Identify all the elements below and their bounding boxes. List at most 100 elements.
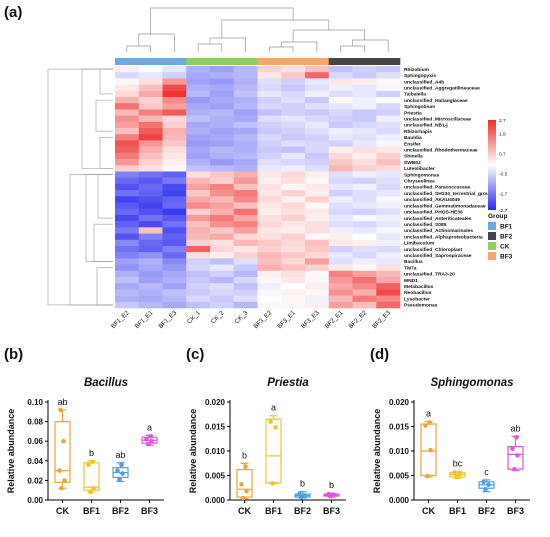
heatmap-cell: [305, 183, 330, 191]
heatmap-cell: [328, 208, 353, 216]
heatmap-cell: [305, 196, 330, 203]
heatmap-cell: [305, 134, 330, 141]
heatmap-cell: [376, 214, 401, 222]
significance-letter: a: [271, 403, 276, 413]
significance-letter: b: [89, 448, 94, 458]
x-tick-label: BF3: [507, 506, 524, 516]
heatmap-cell: [328, 72, 353, 79]
heatmap-cell: [305, 128, 330, 135]
heatmap-cell: [281, 233, 306, 241]
heatmap-cell: [210, 196, 235, 203]
heatmap-cell: [257, 202, 282, 210]
y-tick-label: 0.000: [205, 496, 226, 505]
heatmap-cell: [328, 66, 353, 73]
heatmap-cell: [233, 121, 258, 129]
heatmap-column-label: CK_3: [234, 309, 250, 325]
heatmap-cell: [281, 221, 306, 228]
heatmap-cell: [352, 121, 377, 129]
heatmap-cell: [328, 140, 353, 147]
y-tick-label: 0.00: [27, 496, 43, 505]
heatmap-cell: [328, 84, 353, 92]
heatmap-row-label: Taibaiella: [404, 92, 426, 98]
heatmap-cell: [305, 289, 330, 296]
heatmap-cell: [352, 227, 377, 234]
heatmap-cell: [376, 295, 401, 303]
chart-title: Bacillus: [84, 377, 128, 389]
heatmap-cell: [115, 264, 140, 272]
heatmap-cell: [352, 66, 377, 73]
x-tick-label: CK: [56, 506, 69, 516]
heatmap-cell: [376, 270, 401, 278]
heatmap-row-label: Lysobacter: [404, 296, 430, 302]
heatmap-cell: [138, 121, 163, 129]
heatmap-cell: [281, 295, 306, 303]
heatmap-cell: [115, 196, 140, 203]
heatmap-cell: [305, 190, 330, 197]
heatmap-cell: [257, 134, 282, 141]
heatmap-cell: [257, 183, 282, 191]
heatmap-cell: [305, 90, 330, 98]
heatmap-cell: [352, 295, 377, 303]
data-point: [86, 462, 91, 468]
heatmap-cell: [210, 301, 235, 309]
heatmap-cell: [115, 171, 140, 178]
heatmap-cell: [210, 66, 235, 73]
heatmap-cell: [352, 190, 377, 197]
heatmap-cell: [257, 72, 282, 79]
heatmap-cell: [138, 295, 163, 303]
heatmap-cell: [328, 183, 353, 191]
legend-swatch: [488, 222, 496, 230]
heatmap-cell: [328, 159, 353, 166]
heatmap-cell: [352, 214, 377, 222]
heatmap-cell: [115, 159, 140, 166]
heatmap-cell: [138, 146, 163, 154]
color-scale-tick-label: 2.7: [499, 118, 506, 124]
heatmap-cell: [281, 121, 306, 129]
heatmap-cell: [115, 202, 140, 210]
heatmap-column-label: BF2_E1: [324, 309, 345, 330]
heatmap-cell: [305, 115, 330, 123]
heatmap-cell: [305, 84, 330, 92]
heatmap-cell: [210, 258, 235, 265]
heatmap-cell: [352, 134, 377, 141]
heatmap-column-label: BF1_E2: [110, 309, 131, 330]
significance-letter: ab: [510, 423, 520, 433]
heatmap-cell: [233, 159, 258, 166]
heatmap-cell: [210, 84, 235, 92]
heatmap-cell: [257, 252, 282, 259]
row-dendrogram-branch: [99, 137, 113, 169]
heatmap-cell: [352, 146, 377, 154]
heatmap-cell: [210, 140, 235, 147]
heatmap-cell: [186, 90, 211, 98]
heatmap-cell: [162, 66, 187, 73]
heatmap-cell: [328, 115, 353, 123]
heatmap-cell: [186, 301, 211, 309]
heatmap-cell: [257, 301, 282, 309]
heatmap-cell: [186, 245, 211, 253]
heatmap-cell: [210, 270, 235, 278]
heatmap-cell: [210, 171, 235, 178]
heatmap-cell: [162, 270, 187, 278]
heatmap-cell: [186, 134, 211, 141]
heatmap-cell: [233, 196, 258, 203]
heatmap-cell: [281, 202, 306, 210]
heatmap-cell: [328, 239, 353, 247]
heatmap-row-label: Bauldia: [404, 135, 422, 141]
heatmap-cell: [305, 264, 330, 272]
heatmap-cell: [352, 128, 377, 135]
heatmap-cell: [233, 214, 258, 222]
heatmap-cell: [352, 252, 377, 259]
heatmap-cell: [376, 140, 401, 147]
heatmap-cell: [233, 276, 258, 284]
heatmap-row-label: unclassified_Microscillaceae: [404, 116, 471, 122]
significance-letter: b: [242, 450, 247, 460]
heatmap-cell: [352, 239, 377, 247]
heatmap-cell: [115, 214, 140, 222]
heatmap-cell: [162, 97, 187, 104]
heatmap-cell: [115, 72, 140, 79]
heatmap-cell: [210, 264, 235, 272]
heatmap-cell: [281, 239, 306, 247]
heatmap-cell: [162, 283, 187, 290]
heatmap-cell: [305, 270, 330, 278]
